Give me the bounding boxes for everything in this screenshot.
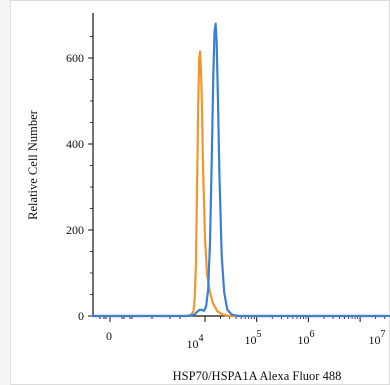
x-tick-label: 0 [106,329,112,343]
x-tick-label: 105 [245,329,262,347]
y-tick-label: 0 [78,309,84,323]
y-axis-title: Relative Cell Number [26,109,40,220]
x-tick-label: 104 [187,333,204,351]
x-tick-label: 107 [369,329,386,347]
y-tick-label: 200 [66,223,84,237]
histogram-series-1 [91,50,390,318]
left-gutter [0,0,11,385]
y-tick-label: 600 [66,51,84,65]
y-tick-label: 400 [66,137,84,151]
x-tick-label: 106 [298,329,315,347]
x-axis-title: HSP70/HSPA1A Alexa Fluor 488 [173,369,342,383]
histogram-series-2 [91,22,390,318]
